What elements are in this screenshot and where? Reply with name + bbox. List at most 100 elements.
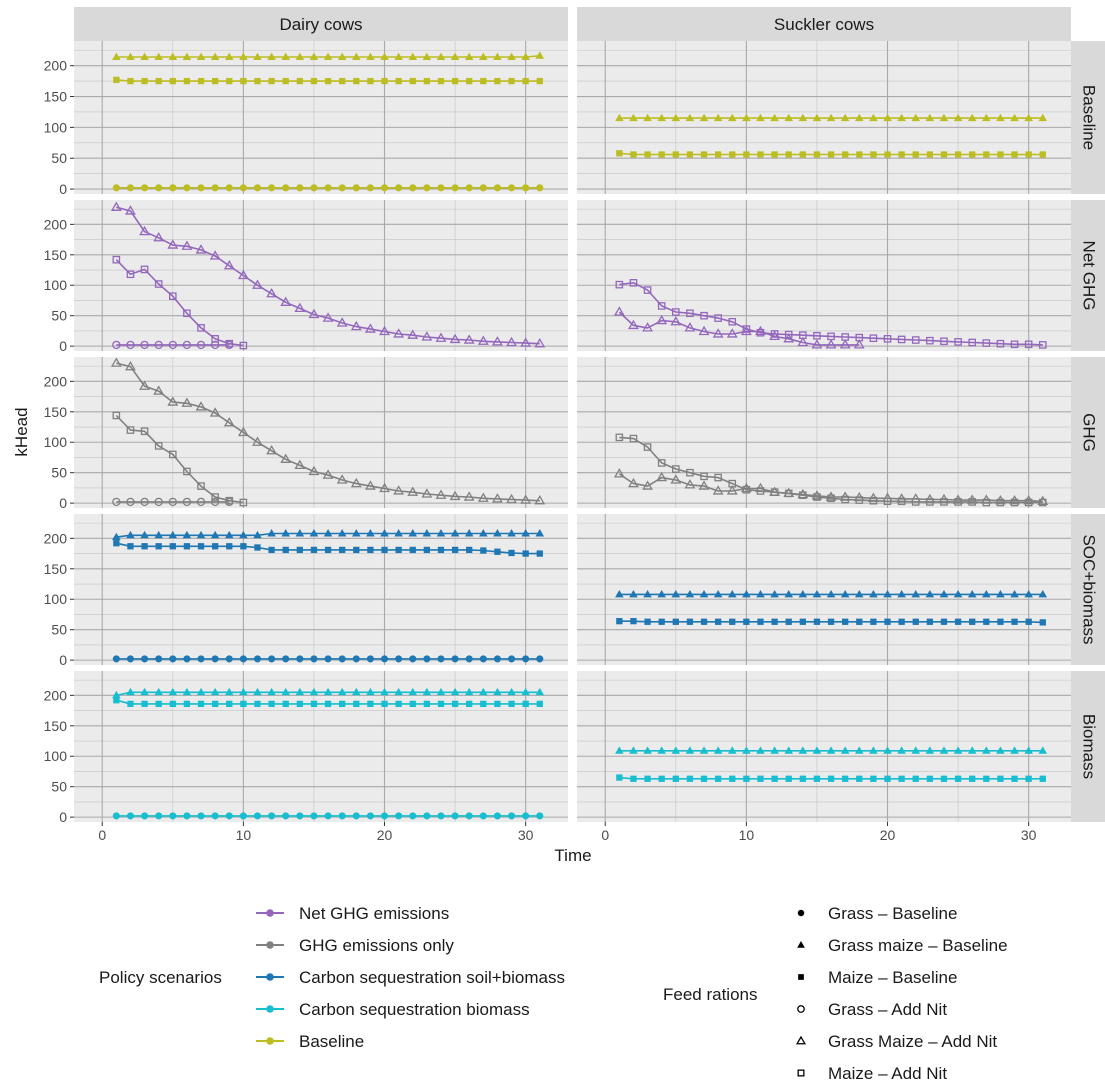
- data-point: [700, 151, 708, 158]
- data-point: [897, 335, 906, 344]
- series-path: [619, 281, 1043, 346]
- data-point: [167, 239, 179, 249]
- data-point: [423, 655, 431, 663]
- data-point: [210, 340, 220, 350]
- data-point: [110, 357, 122, 367]
- x-tick-label: 10: [236, 827, 252, 843]
- data-point: [268, 184, 276, 192]
- panel-background: [74, 357, 568, 508]
- data-point: [924, 493, 936, 504]
- legend-policy-title: Policy scenarios: [99, 968, 222, 987]
- data-point: [700, 311, 708, 320]
- series-line: [615, 279, 1047, 349]
- data-point: [615, 113, 624, 122]
- data-point: [168, 497, 178, 507]
- data-point: [953, 589, 963, 598]
- data-point: [616, 618, 623, 625]
- data-point: [1024, 589, 1033, 598]
- data-point: [714, 618, 722, 625]
- data-point: [521, 687, 530, 696]
- data-point: [714, 775, 722, 782]
- data-point: [925, 746, 935, 754]
- data-point: [1038, 113, 1048, 122]
- data-point: [727, 589, 737, 598]
- data-point: [812, 589, 822, 598]
- data-point: [615, 746, 624, 754]
- data-point: [338, 184, 346, 192]
- data-point: [493, 529, 502, 537]
- data-point: [797, 488, 809, 499]
- data-point: [1010, 113, 1019, 122]
- data-point: [494, 77, 501, 85]
- data-point: [672, 151, 679, 158]
- data-point: [464, 529, 474, 537]
- data-point: [698, 325, 710, 336]
- panel: [74, 200, 568, 351]
- data-point: [940, 337, 948, 346]
- data-point: [253, 184, 262, 192]
- data-point: [239, 498, 248, 507]
- data-point: [367, 77, 374, 85]
- y-tick-label: 200: [44, 373, 68, 389]
- data-point: [294, 459, 306, 470]
- data-point: [310, 546, 318, 554]
- data-point: [197, 184, 205, 192]
- data-point: [465, 655, 473, 663]
- data-point: [521, 529, 530, 537]
- data-point: [395, 184, 403, 192]
- panel-series-2-1: [613, 433, 1049, 507]
- data-point: [169, 655, 177, 663]
- data-point: [982, 589, 991, 598]
- data-point: [435, 332, 447, 342]
- data-point: [451, 655, 459, 663]
- data-point: [671, 746, 681, 754]
- data-point: [437, 77, 445, 85]
- legend-feed-item: Maize – Add Nit: [797, 1064, 947, 1083]
- data-point: [239, 812, 247, 820]
- data-point: [755, 482, 766, 493]
- data-point: [224, 530, 234, 539]
- data-point: [239, 687, 248, 696]
- panel: [577, 671, 1071, 822]
- data-point: [685, 113, 695, 122]
- y-tick-label: 0: [59, 652, 67, 668]
- data-point: [140, 497, 149, 507]
- data-point: [380, 687, 389, 696]
- legend-policy-item: Carbon sequestration biomass: [256, 1000, 530, 1019]
- data-point: [534, 337, 546, 348]
- data-point: [153, 385, 165, 395]
- data-point: [968, 338, 976, 347]
- data-point: [282, 700, 289, 708]
- data-point: [239, 52, 248, 61]
- series-line: [112, 51, 545, 61]
- data-point: [450, 52, 460, 61]
- data-point: [785, 618, 792, 625]
- data-point: [309, 52, 319, 61]
- panel-series-3-0: [112, 529, 545, 663]
- data-point: [853, 491, 865, 502]
- data-point: [225, 497, 234, 507]
- data-point: [126, 270, 135, 279]
- data-point: [480, 700, 487, 708]
- data-point: [939, 746, 949, 754]
- data-point: [112, 340, 121, 350]
- data-point: [671, 113, 681, 122]
- data-point: [939, 113, 949, 122]
- data-point: [366, 184, 374, 192]
- data-point: [266, 445, 278, 455]
- data-point: [127, 700, 134, 708]
- data-point: [309, 687, 319, 696]
- data-point: [615, 280, 624, 289]
- data-point: [966, 494, 978, 504]
- data-point: [223, 260, 235, 270]
- y-tick-label: 0: [59, 181, 67, 197]
- data-point: [254, 77, 261, 85]
- panel: [74, 671, 568, 822]
- data-point: [842, 618, 849, 625]
- data-point: [422, 52, 432, 61]
- data-point: [953, 113, 963, 122]
- data-point: [466, 77, 473, 85]
- data-point: [451, 184, 459, 192]
- data-point: [811, 339, 823, 349]
- data-point: [785, 775, 792, 782]
